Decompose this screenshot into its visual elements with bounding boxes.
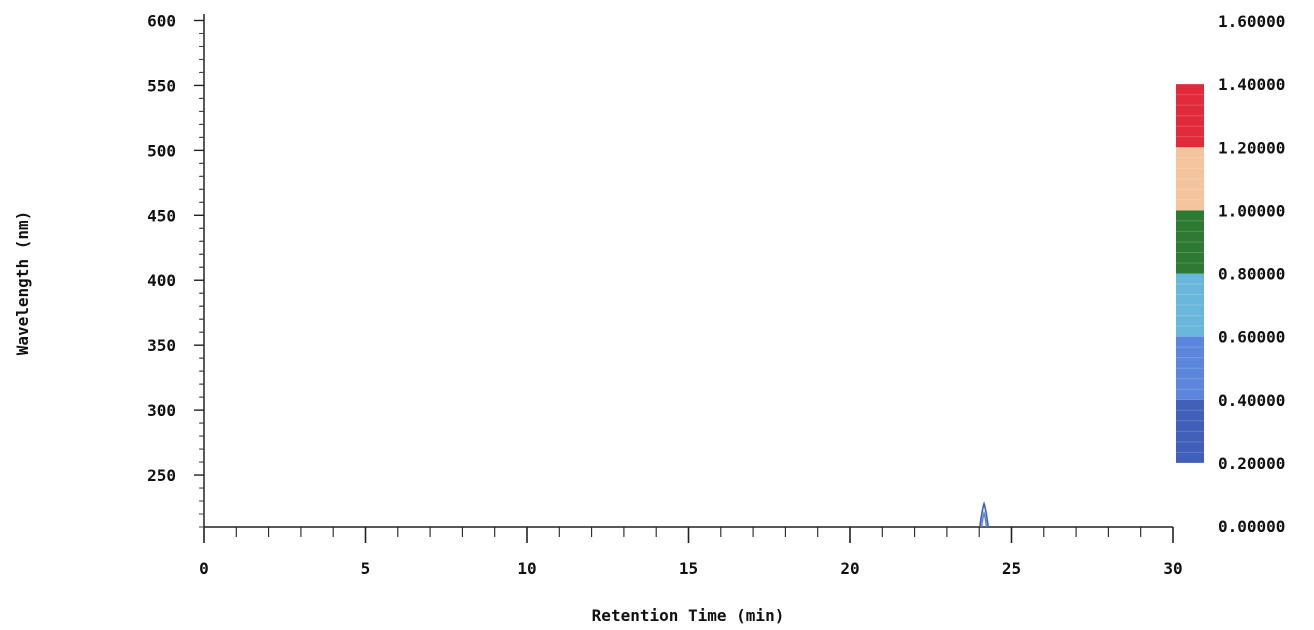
x-tick-label: 10 (517, 559, 536, 578)
color-scale-tick-label: 0.20000 (1218, 454, 1285, 473)
y-axis: 250 300 350 400 450 500 550 600 (147, 11, 204, 527)
y-tick-label: 600 (147, 11, 176, 30)
color-scale-tick-label: 0.40000 (1218, 391, 1285, 410)
x-tick-label: 15 (679, 559, 698, 578)
x-tick-label: 0 (199, 559, 209, 578)
y-tick-label: 350 (147, 336, 176, 355)
x-tick-label: 30 (1163, 559, 1182, 578)
y-tick-label: 500 (147, 141, 176, 160)
y-axis-label: Wavelength (nm) (13, 211, 32, 356)
color-scale-tick-label: 1.40000 (1218, 75, 1285, 94)
color-scale-tick-label: 0.00000 (1218, 517, 1285, 536)
x-axis: 0 5 10 15 20 25 30 (199, 527, 1182, 578)
x-axis-label: Retention Time (min) (592, 606, 785, 625)
x-tick-label: 25 (1002, 559, 1021, 578)
peaks-layer (980, 504, 988, 527)
color-scale-tick-label: 1.60000 (1218, 12, 1285, 31)
y-tick-label: 250 (147, 466, 176, 485)
color-scale-tick-label: 1.00000 (1218, 201, 1285, 220)
x-tick-label: 5 (361, 559, 371, 578)
y-tick-label: 300 (147, 401, 176, 420)
color-scale-tick-label: 1.20000 (1218, 138, 1285, 157)
y-tick-label: 550 (147, 76, 176, 95)
color-scale-legend: 0.00000 0.20000 0.40000 0.60000 0.80000 1.000… (1176, 12, 1285, 536)
x-tick-label: 20 (840, 559, 859, 578)
y-tick-label: 450 (147, 206, 176, 225)
color-scale-tick-label: 0.80000 (1218, 265, 1285, 284)
y-tick-label: 400 (147, 271, 176, 290)
color-scale-tick-label: 0.60000 (1218, 328, 1285, 347)
